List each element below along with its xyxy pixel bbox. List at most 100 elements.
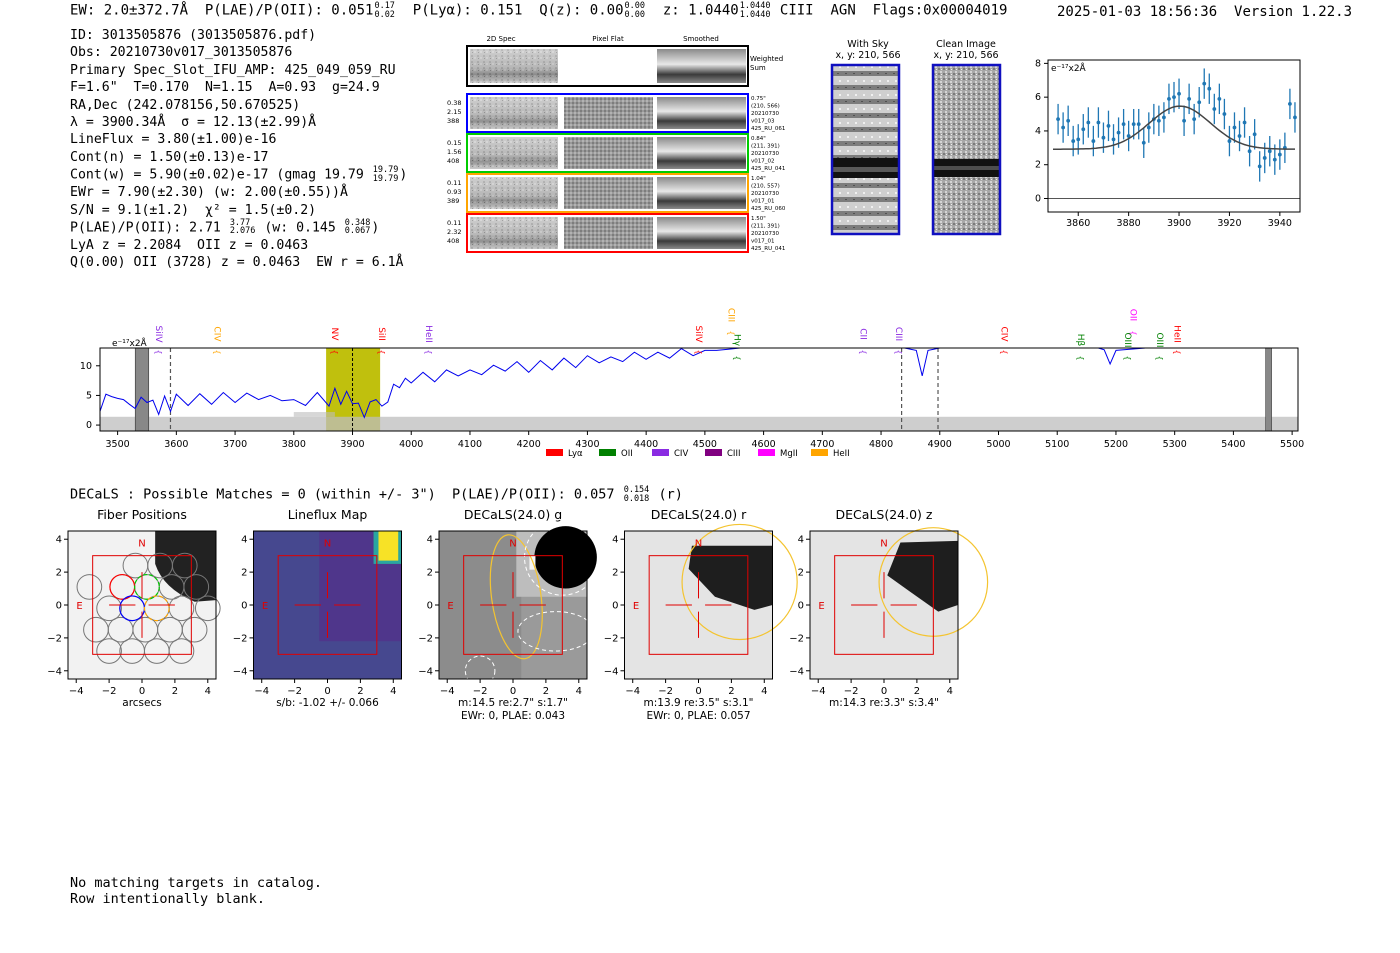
y-tick-label: 4: [56, 535, 62, 546]
fiber-circle: [96, 638, 122, 664]
line-marker-label: CIII: [893, 327, 903, 341]
x-tick-label: −2: [658, 686, 673, 697]
cutout-left-label: 2.32: [447, 228, 461, 236]
y-tick-label: −2: [47, 633, 62, 644]
clean-image: [933, 65, 1000, 234]
y-tick-label: 4: [798, 535, 804, 546]
cutout-left-label: 1.56: [447, 148, 461, 156]
line-marker-label: CII: [858, 328, 868, 340]
cutout-pixel-flat: [564, 177, 653, 209]
cutout-right-label: (210, 557): [751, 184, 780, 190]
x-tick-label: 3600: [164, 439, 188, 450]
info-plae-range: 3.77 2.076: [229, 217, 256, 237]
neighbor-ellipse: [517, 611, 595, 652]
x-tick-label: 5500: [1280, 439, 1304, 450]
y-tick-label: 0: [798, 601, 804, 612]
y-tick-label: 4: [427, 535, 433, 546]
data-point: [1182, 118, 1186, 123]
cutout-right-label: v017_03: [751, 119, 775, 125]
cutout-smoothed: [657, 177, 746, 209]
aperture-box: [463, 555, 563, 655]
fiber-circle: [96, 595, 122, 622]
with-sky-title: With Sky: [847, 39, 889, 50]
data-point: [1061, 125, 1066, 130]
gaussian-fit-line: [1053, 105, 1295, 150]
east-label: E: [76, 601, 82, 612]
cutout-left-label: 408: [447, 237, 459, 245]
y-tick-label: −4: [418, 666, 433, 677]
cutout-smoothed: [657, 217, 746, 249]
line-marker-bracket: {: [377, 349, 386, 354]
data-point: [1131, 122, 1136, 127]
aperture-box: [834, 555, 934, 655]
legend-label: CIII: [727, 449, 740, 459]
footer-line-2: Row intentionally blank.: [70, 890, 266, 907]
weighted-sum-label: Sum: [750, 64, 766, 72]
x-tick-label: 4: [576, 686, 582, 697]
east-label: E: [818, 601, 824, 612]
data-point: [1288, 102, 1292, 106]
panel-title: DECaLS(24.0) r: [651, 507, 747, 522]
imaging-panels: Fiber Positions N E −4 −4 −2 −2 0 0 2 2 4 4 arcsecs Li…: [47, 507, 989, 722]
cutout-left-label: 0.15: [447, 139, 461, 147]
panel-caption: m:14.5 re:2.7" s:1.7": [458, 697, 568, 709]
line-marker-bracket: {: [154, 349, 163, 354]
info-q: Q(0.00) OII (3728) z = 0.0463 EW r = 6.1…: [70, 255, 404, 271]
header-flags: CIII AGN Flags:0x00004019: [779, 2, 1008, 19]
data-point: [1091, 139, 1096, 143]
data-point: [1156, 118, 1161, 123]
header-qz: Q(z): 0.00: [539, 2, 624, 19]
y-tick-label: 6: [1035, 92, 1041, 103]
north-label: N: [880, 539, 887, 550]
fiber-circle-green: [133, 573, 160, 600]
x-tick-label: 4700: [810, 439, 834, 450]
masked-region: [1265, 347, 1272, 432]
cutout-right-label: 20210730: [751, 191, 779, 197]
legend-swatch: [758, 449, 775, 456]
line-marker-bracket: {: [1000, 349, 1009, 354]
bright-source: [155, 531, 216, 602]
data-point: [1172, 95, 1176, 100]
cutout-2d-noise: [470, 217, 558, 249]
cutout-right-label: v017_01: [751, 199, 775, 205]
panel-r: DECaLS(24.0) r N E −4 −4 −2 −2 0 0 2 2 4 4 m:13.9 re:…: [604, 507, 798, 722]
legend-swatch: [652, 449, 669, 456]
panel-title: DECaLS(24.0) z: [836, 507, 933, 522]
x-tick-label: 0: [324, 686, 330, 697]
fiber-circle: [122, 552, 149, 579]
line-marker-bracket: {: [726, 330, 735, 335]
info-plae: P(LAE)/P(OII): 2.71 3.77 2.076 (w: 0.145 …: [70, 217, 380, 237]
data-point: [1141, 140, 1146, 145]
data-point: [1257, 164, 1262, 169]
legend-swatch: [546, 449, 563, 456]
data-point: [1247, 149, 1252, 154]
version: Version 1.22.3: [1234, 4, 1353, 20]
data-point: [1076, 137, 1081, 142]
aperture-box: [648, 555, 749, 655]
cutout-col-title: 2D Spec: [486, 35, 515, 43]
cutout-right-label: 425_RU_041: [751, 166, 785, 172]
data-point: [1212, 107, 1217, 111]
fiber-circle: [76, 574, 103, 600]
y-tick-label: 0: [56, 601, 62, 612]
catalog-footer: No matching targets in catalog. Row inten…: [70, 875, 322, 907]
legend-swatch: [705, 449, 722, 456]
data-point: [1293, 115, 1297, 120]
header-summary: EW: 2.0±372.7Å P(LAE)/P(OII): 0.051 0.17 0…: [70, 2, 1007, 19]
info-contn: Cont(n) = 1.50(±0.13)e-17: [70, 149, 269, 165]
cutout-col-title: Smoothed: [683, 35, 719, 43]
x-tick-label: −4: [440, 686, 455, 697]
y-tick-label: 8: [1035, 58, 1041, 69]
cutout-right-label: v017_02: [751, 159, 775, 165]
weighted-sum-label: Weighted: [750, 55, 783, 63]
x-tick-label: 2: [543, 686, 549, 697]
panel-title: DECaLS(24.0) g: [464, 507, 562, 522]
panel-caption: EWr: 0, PLAE: 0.043: [461, 710, 565, 722]
cutout-left-label: 0.93: [447, 188, 461, 196]
timestamp: 2025-01-03 18:56:36: [1057, 4, 1218, 20]
x-tick-label: 4: [205, 686, 211, 697]
cutout-pixel-flat: [564, 217, 653, 249]
panel-caption: m:14.3 re:3.3" s:3.4": [829, 697, 939, 709]
line-marker-bracket: {: [859, 349, 868, 354]
cutout-left-label: 0.38: [447, 99, 461, 107]
